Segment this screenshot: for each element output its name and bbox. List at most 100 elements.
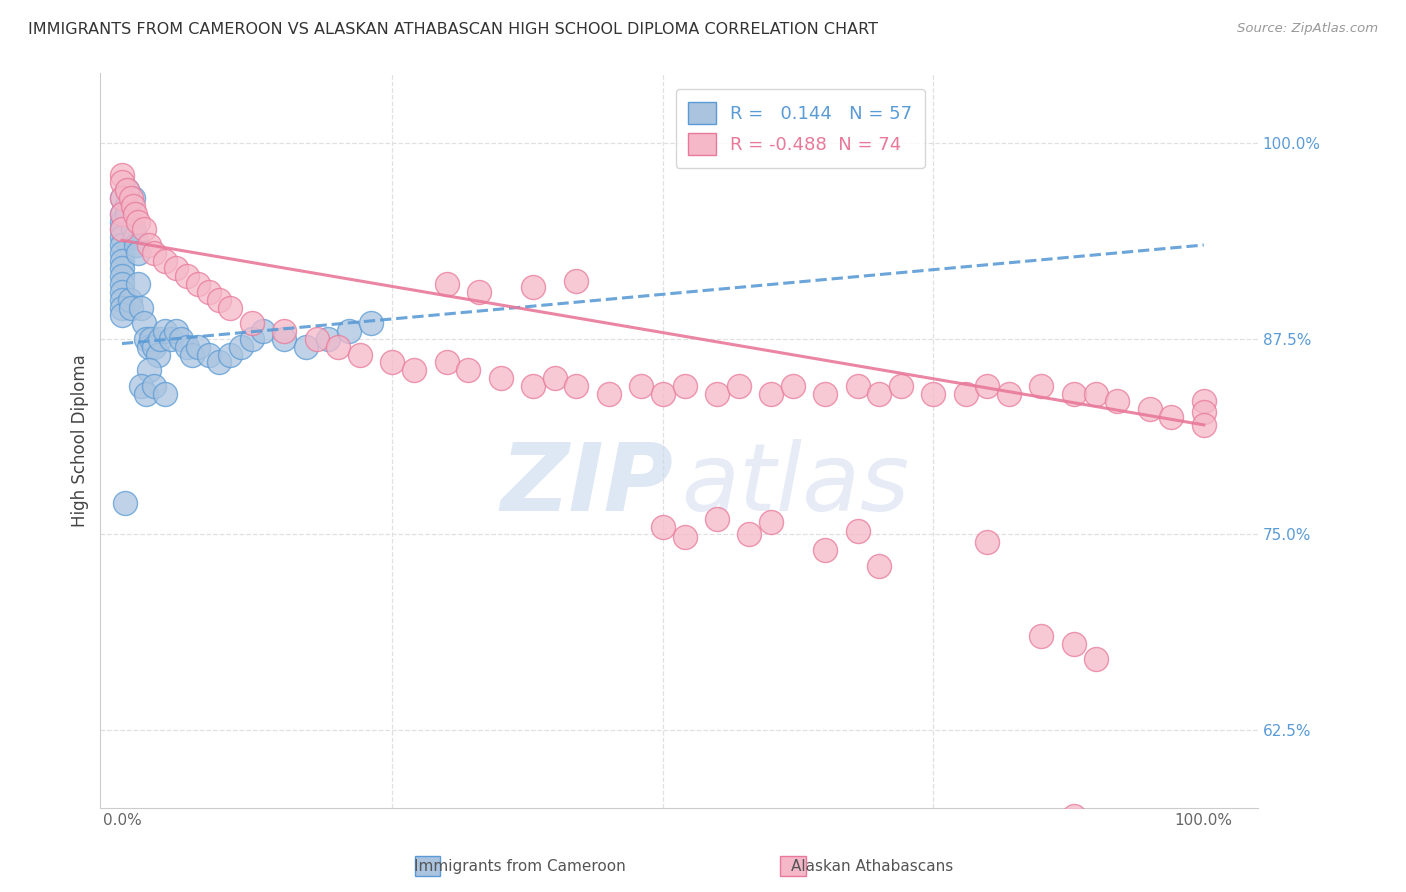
Point	[170, 332, 193, 346]
Text: Source: ZipAtlas.com: Source: ZipAtlas.com	[1237, 22, 1378, 36]
Point	[846, 378, 869, 392]
Point	[111, 214, 134, 228]
Point	[165, 261, 187, 276]
Point	[138, 238, 160, 252]
Point	[117, 199, 139, 213]
Point	[1107, 394, 1129, 409]
Point	[273, 324, 295, 338]
Point	[651, 519, 673, 533]
Point	[155, 324, 177, 338]
Point	[673, 531, 696, 545]
Point	[727, 378, 749, 392]
Point	[146, 347, 169, 361]
Point	[111, 191, 134, 205]
Point	[120, 191, 142, 205]
Point	[143, 245, 166, 260]
Point	[111, 277, 134, 292]
Point	[1084, 652, 1107, 666]
Point	[138, 363, 160, 377]
Point	[1063, 809, 1085, 823]
Point	[598, 386, 620, 401]
Point	[138, 340, 160, 354]
Point	[337, 324, 360, 338]
Text: Immigrants from Cameroon: Immigrants from Cameroon	[415, 859, 626, 874]
Point	[121, 199, 143, 213]
Point	[111, 269, 134, 284]
Point	[976, 535, 998, 549]
Point	[111, 285, 134, 299]
Point	[197, 285, 219, 299]
Point	[143, 340, 166, 354]
Point	[782, 378, 804, 392]
Point	[890, 378, 912, 392]
Point	[208, 293, 231, 307]
Point	[846, 524, 869, 539]
Point	[240, 332, 263, 346]
Point	[673, 378, 696, 392]
Point	[976, 378, 998, 392]
Point	[922, 386, 945, 401]
Point	[316, 332, 339, 346]
Point	[135, 332, 157, 346]
Point	[208, 355, 231, 369]
Point	[111, 309, 134, 323]
Point	[149, 332, 172, 346]
Point	[111, 230, 134, 244]
Point	[187, 277, 209, 292]
Point	[1160, 410, 1182, 425]
Point	[132, 316, 155, 330]
Point	[240, 316, 263, 330]
Point	[252, 324, 274, 338]
Point	[955, 386, 977, 401]
Legend: R =   0.144   N = 57, R = -0.488  N = 74: R = 0.144 N = 57, R = -0.488 N = 74	[676, 89, 925, 168]
Point	[651, 386, 673, 401]
Point	[1192, 417, 1215, 432]
Point	[132, 222, 155, 236]
Point	[165, 324, 187, 338]
Point	[155, 253, 177, 268]
Point	[868, 386, 890, 401]
Y-axis label: High School Diploma: High School Diploma	[72, 354, 89, 527]
Point	[131, 378, 153, 392]
Point	[135, 386, 157, 401]
Point	[1139, 402, 1161, 417]
Point	[1192, 405, 1215, 419]
Point	[197, 347, 219, 361]
Point	[1063, 637, 1085, 651]
Point	[121, 191, 143, 205]
Point	[565, 274, 588, 288]
Point	[814, 386, 837, 401]
Point	[706, 386, 728, 401]
Point	[111, 207, 134, 221]
Point	[349, 347, 371, 361]
Point	[117, 207, 139, 221]
Point	[630, 378, 652, 392]
Point	[381, 355, 404, 369]
Point	[1084, 386, 1107, 401]
Point	[181, 347, 204, 361]
Point	[1192, 394, 1215, 409]
Point	[176, 340, 198, 354]
Point	[187, 340, 209, 354]
Point	[229, 340, 252, 354]
Point	[522, 378, 544, 392]
Point	[1031, 378, 1053, 392]
Point	[111, 261, 134, 276]
Point	[738, 527, 761, 541]
Point	[117, 183, 139, 197]
Text: IMMIGRANTS FROM CAMEROON VS ALASKAN ATHABASCAN HIGH SCHOOL DIPLOMA CORRELATION C: IMMIGRANTS FROM CAMEROON VS ALASKAN ATHA…	[28, 22, 879, 37]
Point	[155, 386, 177, 401]
Point	[759, 386, 782, 401]
Point	[814, 543, 837, 558]
Point	[114, 496, 136, 510]
Point	[111, 301, 134, 315]
Point	[219, 347, 242, 361]
Point	[1031, 629, 1053, 643]
Point	[141, 332, 163, 346]
Point	[111, 168, 134, 182]
Point	[436, 355, 458, 369]
Point	[127, 277, 149, 292]
Point	[273, 332, 295, 346]
Point	[295, 340, 318, 354]
Point	[565, 378, 588, 392]
